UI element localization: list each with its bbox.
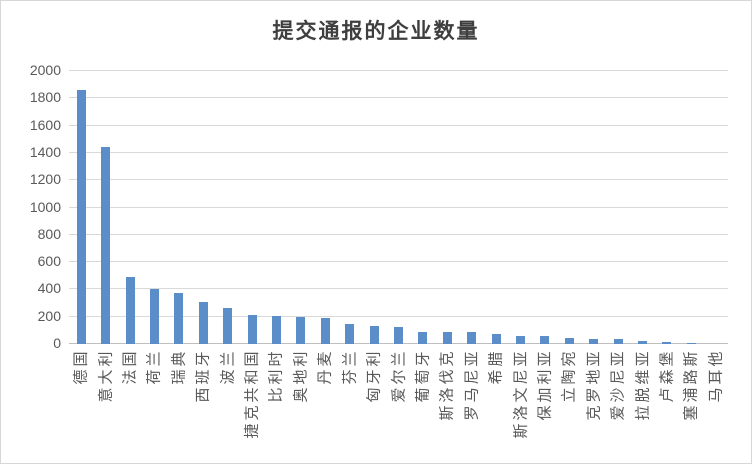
y-tick-label: 2000 — [29, 62, 61, 78]
x-category-label: 斯洛文尼亚 — [512, 348, 530, 439]
y-tick-label: 0 — [53, 335, 61, 351]
chart-title: 提交通报的企业数量 — [272, 19, 480, 43]
x-category-label: 卢森堡 — [658, 348, 676, 403]
bar — [150, 289, 159, 344]
bar — [662, 342, 671, 344]
plot-area — [69, 70, 728, 344]
gridline — [69, 124, 728, 126]
gridline — [69, 70, 728, 71]
bar — [296, 317, 305, 344]
x-category-label: 法国 — [121, 348, 139, 385]
x-category-label: 匈牙利 — [365, 348, 383, 403]
x-category-label: 爱尔兰 — [390, 348, 407, 403]
gridline — [69, 206, 728, 208]
bar — [687, 343, 696, 344]
x-category-label: 捷克共和国 — [243, 348, 261, 439]
bar — [443, 332, 452, 344]
x-category-label: 克罗地亚 — [585, 348, 603, 421]
bar — [467, 332, 476, 344]
bar — [516, 336, 525, 344]
x-category-label: 罗马尼亚 — [463, 348, 481, 421]
x-category-label: 马耳他 — [707, 348, 725, 403]
bar — [614, 339, 623, 344]
x-category-label: 葡萄牙 — [414, 348, 432, 403]
x-category-label: 爱沙尼亚 — [609, 348, 627, 421]
x-category-label: 丹麦 — [316, 348, 334, 385]
x-category-label: 斯洛伐克 — [438, 348, 456, 421]
x-category-label: 塞浦路斯 — [682, 348, 700, 421]
y-tick-label: 1200 — [29, 171, 61, 188]
gridline — [69, 233, 728, 235]
x-category-label: 西班牙 — [194, 348, 212, 403]
x-category-label: 荷兰 — [145, 348, 163, 385]
gridline — [69, 288, 728, 290]
bar — [565, 338, 574, 344]
bar — [394, 327, 403, 344]
bar — [345, 324, 354, 344]
bar — [272, 316, 281, 344]
gridline — [69, 151, 728, 153]
y-tick-label: 1800 — [29, 89, 61, 106]
x-category-label: 瑞典 — [170, 348, 188, 385]
y-tick-label: 600 — [37, 253, 61, 270]
bar — [638, 341, 647, 344]
bar — [101, 147, 110, 344]
y-tick-label: 1600 — [29, 116, 61, 133]
gridline — [69, 261, 728, 263]
x-category-label: 波兰 — [219, 348, 237, 385]
bar — [199, 302, 208, 344]
y-tick-label: 1000 — [29, 198, 61, 215]
x-category-label: 立陶宛 — [560, 348, 578, 403]
bar — [126, 277, 135, 344]
bar — [248, 315, 257, 344]
bar — [321, 318, 330, 344]
x-category-label: 比利时 — [267, 348, 285, 403]
gridline — [69, 315, 728, 317]
y-tick-label: 800 — [37, 225, 61, 242]
x-category-label: 希腊 — [487, 348, 505, 385]
bar — [223, 308, 232, 344]
gridline — [69, 97, 728, 99]
x-category-label: 保加利亚 — [536, 348, 554, 421]
bar — [370, 326, 379, 344]
x-category-label: 奥地利 — [292, 348, 310, 403]
bar — [492, 334, 501, 344]
gridline — [69, 179, 728, 181]
bar — [418, 332, 427, 344]
bar — [540, 336, 549, 344]
x-category-label: 德国 — [72, 348, 90, 385]
x-category-label: 意大利 — [97, 348, 115, 403]
bar — [77, 90, 86, 344]
bar — [174, 293, 183, 344]
x-category-label: 拉脱维亚 — [634, 348, 652, 421]
y-tick-label: 400 — [37, 280, 61, 297]
y-tick-label: 200 — [37, 307, 61, 324]
x-category-label: 芬兰 — [341, 348, 359, 385]
y-tick-label: 1400 — [29, 143, 61, 160]
bar — [589, 339, 598, 344]
